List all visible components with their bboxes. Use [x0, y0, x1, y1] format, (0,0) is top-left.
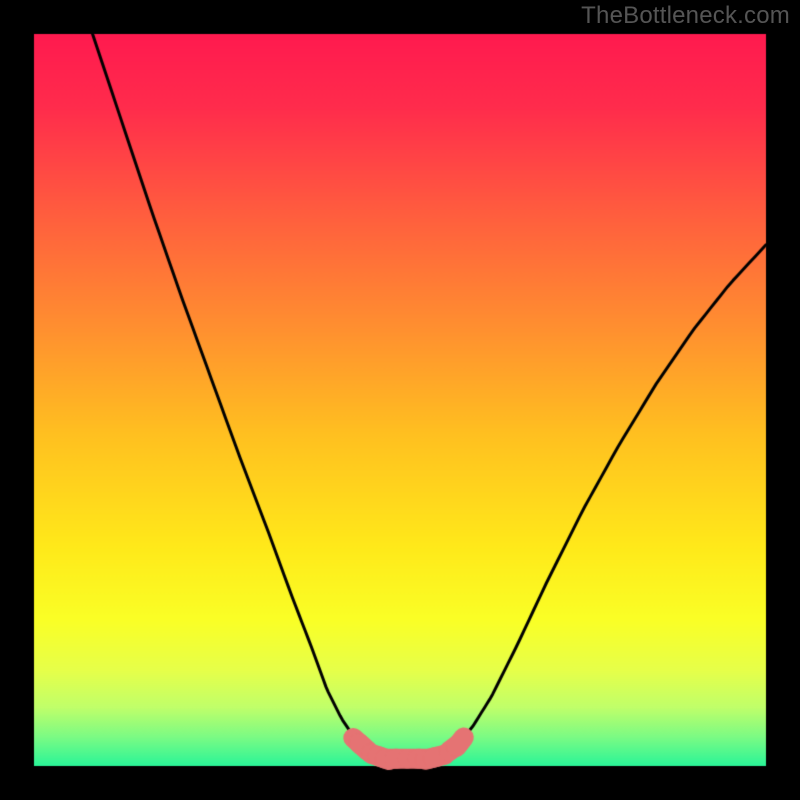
bottleneck-curve-layer [0, 0, 800, 800]
chart-stage: TheBottleneck.com [0, 0, 800, 800]
watermark-text: TheBottleneck.com [581, 2, 790, 30]
